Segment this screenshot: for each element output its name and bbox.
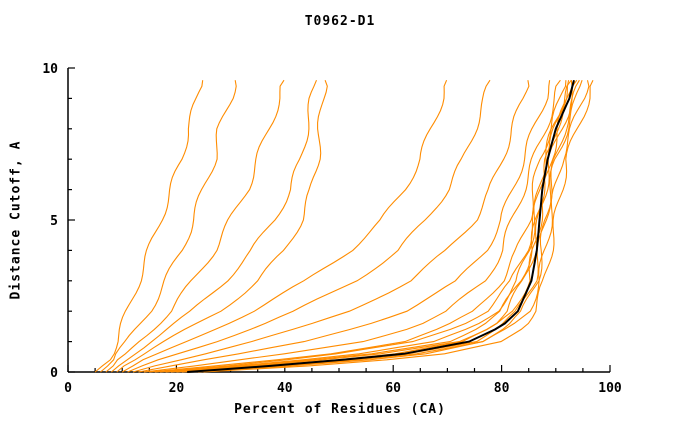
curve-model-14 <box>181 80 583 373</box>
curve-model-16 <box>203 79 594 373</box>
curve-model-15 <box>192 80 590 373</box>
x-axis-label: Percent of Residues (CA) <box>234 402 446 417</box>
curve-model-07 <box>127 79 491 373</box>
curve-best-model <box>187 79 575 373</box>
y-tick-label: 5 <box>50 214 58 229</box>
x-tick-label: 0 <box>64 381 72 396</box>
curve-model-08 <box>132 80 530 373</box>
curve-model-19 <box>154 80 570 373</box>
x-tick-label: 60 <box>385 381 401 396</box>
curve-model-05 <box>116 80 328 373</box>
x-tick-label: 40 <box>277 381 293 396</box>
curve-model-04 <box>111 79 318 373</box>
curve-model-20 <box>165 79 572 373</box>
x-tick-label: 80 <box>494 381 510 396</box>
curve-model-18 <box>176 80 573 373</box>
curve-model-12 <box>160 80 573 373</box>
curve-model-03 <box>105 79 285 373</box>
curve-model-17 <box>198 79 580 373</box>
x-tick-label: 100 <box>598 381 622 396</box>
y-tick-label: 0 <box>50 366 58 381</box>
curve-model-01 <box>94 80 204 373</box>
curve-model-09 <box>138 80 551 373</box>
y-tick-label: 10 <box>42 62 58 77</box>
curve-model-02 <box>100 80 237 373</box>
curve-model-10 <box>143 79 561 373</box>
chart-title: T0962-D1 <box>304 14 376 29</box>
x-tick-label: 20 <box>169 381 185 396</box>
curve-model-06 <box>121 79 448 373</box>
